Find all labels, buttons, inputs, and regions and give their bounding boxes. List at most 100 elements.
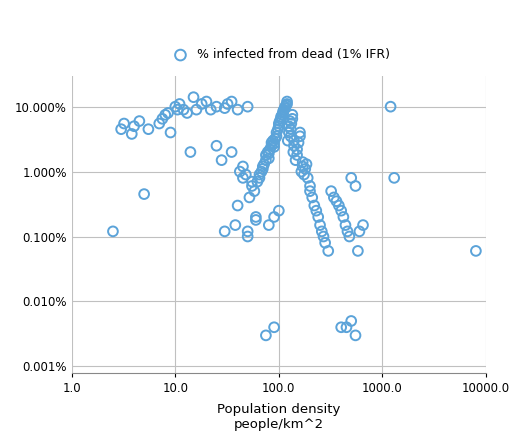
% infected from dead (1% IFR) [220, 104, 229, 112]
% infected from dead (1% IFR) [212, 103, 220, 110]
% infected from dead (1% IFR) [291, 157, 300, 164]
% infected from dead (1% IFR) [312, 207, 320, 214]
% infected from dead (1% IFR) [321, 239, 329, 246]
% infected from dead (1% IFR) [175, 100, 184, 107]
% infected from dead (1% IFR) [390, 174, 398, 182]
% infected from dead (1% IFR) [283, 100, 291, 107]
% infected from dead (1% IFR) [289, 149, 298, 156]
% infected from dead (1% IFR) [244, 228, 252, 235]
% infected from dead (1% IFR) [197, 100, 206, 107]
% infected from dead (1% IFR) [276, 117, 284, 124]
% infected from dead (1% IFR) [337, 324, 345, 331]
% infected from dead (1% IFR) [297, 168, 306, 175]
% infected from dead (1% IFR) [248, 182, 256, 190]
% infected from dead (1% IFR) [224, 100, 232, 107]
% infected from dead (1% IFR) [265, 222, 273, 229]
% infected from dead (1% IFR) [128, 130, 136, 137]
% infected from dead (1% IFR) [171, 103, 180, 110]
% infected from dead (1% IFR) [337, 207, 345, 214]
% infected from dead (1% IFR) [264, 149, 272, 156]
% infected from dead (1% IFR) [271, 135, 279, 142]
% infected from dead (1% IFR) [267, 139, 276, 146]
% infected from dead (1% IFR) [324, 248, 332, 255]
% infected from dead (1% IFR) [341, 222, 350, 229]
% infected from dead (1% IFR) [183, 109, 191, 116]
% infected from dead (1% IFR) [259, 163, 267, 170]
% infected from dead (1% IFR) [282, 102, 290, 109]
% infected from dead (1% IFR) [293, 146, 301, 153]
% infected from dead (1% IFR) [244, 233, 252, 240]
% infected from dead (1% IFR) [471, 248, 480, 255]
% infected from dead (1% IFR) [192, 106, 201, 113]
% infected from dead (1% IFR) [306, 188, 314, 195]
% infected from dead (1% IFR) [270, 140, 278, 147]
% infected from dead (1% IFR) [261, 152, 270, 159]
% infected from dead (1% IFR) [155, 120, 163, 127]
% infected from dead (1% IFR) [278, 111, 287, 118]
% infected from dead (1% IFR) [130, 123, 138, 130]
% infected from dead (1% IFR) [285, 123, 293, 130]
% infected from dead (1% IFR) [308, 194, 317, 201]
% infected from dead (1% IFR) [253, 178, 261, 185]
% infected from dead (1% IFR) [347, 174, 355, 182]
% infected from dead (1% IFR) [310, 202, 319, 209]
% infected from dead (1% IFR) [296, 129, 304, 136]
% infected from dead (1% IFR) [301, 165, 309, 173]
% infected from dead (1% IFR) [327, 188, 335, 195]
% infected from dead (1% IFR) [269, 137, 277, 144]
% infected from dead (1% IFR) [251, 213, 260, 220]
% infected from dead (1% IFR) [334, 202, 343, 209]
% infected from dead (1% IFR) [255, 174, 264, 182]
% infected from dead (1% IFR) [109, 228, 117, 235]
% infected from dead (1% IFR) [295, 139, 303, 146]
% infected from dead (1% IFR) [296, 133, 304, 140]
% infected from dead (1% IFR) [251, 216, 260, 223]
% infected from dead (1% IFR) [255, 171, 264, 178]
X-axis label: Population density
people/km^2: Population density people/km^2 [217, 403, 341, 431]
% infected from dead (1% IFR) [239, 163, 247, 170]
% infected from dead (1% IFR) [287, 133, 295, 140]
% infected from dead (1% IFR) [284, 137, 292, 144]
% infected from dead (1% IFR) [287, 126, 295, 133]
% infected from dead (1% IFR) [234, 106, 242, 113]
% infected from dead (1% IFR) [280, 106, 288, 113]
% infected from dead (1% IFR) [144, 126, 153, 133]
% infected from dead (1% IFR) [359, 222, 367, 229]
% infected from dead (1% IFR) [386, 103, 395, 110]
% infected from dead (1% IFR) [354, 248, 362, 255]
% infected from dead (1% IFR) [342, 324, 351, 331]
% infected from dead (1% IFR) [227, 149, 236, 156]
% infected from dead (1% IFR) [302, 161, 311, 168]
% infected from dead (1% IFR) [281, 104, 289, 112]
% infected from dead (1% IFR) [267, 142, 276, 149]
% infected from dead (1% IFR) [275, 123, 283, 130]
% infected from dead (1% IFR) [270, 143, 278, 150]
% infected from dead (1% IFR) [164, 109, 172, 116]
% infected from dead (1% IFR) [120, 120, 128, 127]
% infected from dead (1% IFR) [179, 106, 187, 113]
% infected from dead (1% IFR) [190, 94, 198, 101]
% infected from dead (1% IFR) [245, 194, 254, 201]
% infected from dead (1% IFR) [275, 120, 283, 127]
% infected from dead (1% IFR) [290, 137, 298, 144]
% infected from dead (1% IFR) [299, 158, 307, 165]
% infected from dead (1% IFR) [277, 113, 285, 120]
% infected from dead (1% IFR) [117, 126, 125, 133]
% infected from dead (1% IFR) [319, 233, 328, 240]
% infected from dead (1% IFR) [234, 202, 242, 209]
% infected from dead (1% IFR) [281, 103, 289, 110]
% infected from dead (1% IFR) [231, 222, 239, 229]
% infected from dead (1% IFR) [316, 222, 324, 229]
% infected from dead (1% IFR) [299, 163, 307, 170]
% infected from dead (1% IFR) [261, 157, 270, 164]
% infected from dead (1% IFR) [242, 171, 250, 178]
% infected from dead (1% IFR) [355, 228, 364, 235]
% infected from dead (1% IFR) [186, 149, 195, 156]
% infected from dead (1% IFR) [272, 133, 281, 140]
% infected from dead (1% IFR) [300, 171, 308, 178]
% infected from dead (1% IFR) [345, 233, 353, 240]
% infected from dead (1% IFR) [161, 111, 170, 118]
% infected from dead (1% IFR) [266, 146, 274, 153]
% infected from dead (1% IFR) [265, 155, 273, 162]
% infected from dead (1% IFR) [206, 106, 215, 113]
